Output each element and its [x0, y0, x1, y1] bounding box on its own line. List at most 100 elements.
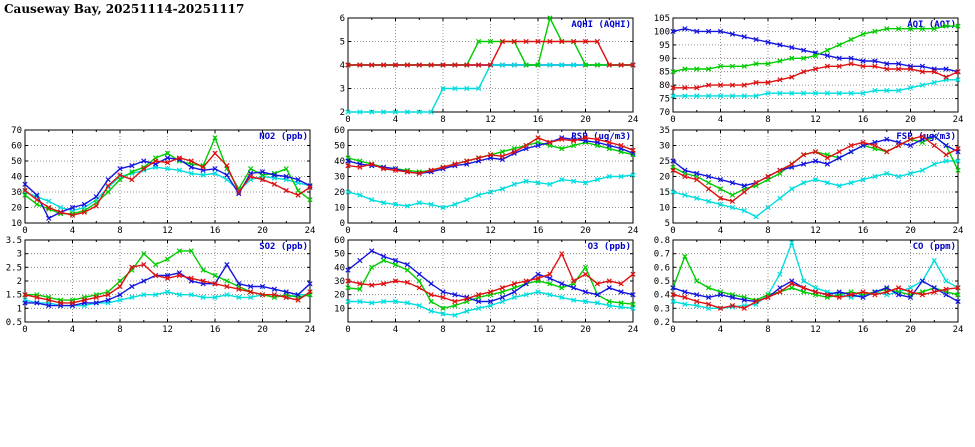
- svg-text:8: 8: [765, 325, 770, 335]
- svg-text:24: 24: [305, 325, 316, 335]
- svg-text:20: 20: [257, 325, 268, 335]
- svg-text:16: 16: [858, 325, 869, 335]
- svg-text:12: 12: [485, 115, 496, 125]
- svg-text:10: 10: [11, 219, 22, 229]
- chart-aqhi: 2 3 4 5 6 0 4 8 12 16 20 24 AQHI (AQHI): [340, 14, 639, 125]
- svg-text:20: 20: [580, 226, 591, 236]
- svg-text:40: 40: [334, 263, 345, 273]
- svg-text:10: 10: [334, 304, 345, 314]
- svg-text:16: 16: [210, 226, 221, 236]
- svg-text:6: 6: [340, 14, 345, 24]
- chart-rsp: 0 10 20 30 40 50 60 0 4 8 12 16 20 24 RSP (ug/m3): [334, 126, 639, 236]
- chart-o3: 10 20 30 40 50 60 0 4 8 12 16 20 24 O3 (ppb): [334, 236, 639, 335]
- chart-fsp: 5 10 15 20 25 30 35 0 4 8 12 16 20 24 FSP (ug/m3): [659, 126, 963, 236]
- svg-text:0: 0: [22, 226, 27, 236]
- svg-text:100: 100: [654, 27, 670, 37]
- svg-text:4: 4: [393, 115, 398, 125]
- svg-text:2.5: 2.5: [6, 263, 22, 273]
- svg-text:25: 25: [659, 157, 670, 167]
- svg-text:60: 60: [334, 236, 345, 246]
- svg-text:FSP (ug/m3): FSP (ug/m3): [896, 132, 956, 142]
- svg-text:10: 10: [334, 204, 345, 214]
- svg-text:40: 40: [11, 173, 22, 183]
- svg-text:8: 8: [765, 226, 770, 236]
- svg-text:O3 (ppb): O3 (ppb): [588, 242, 631, 252]
- svg-text:0.2: 0.2: [654, 318, 670, 328]
- svg-text:15: 15: [659, 188, 670, 198]
- svg-text:1.5: 1.5: [6, 291, 22, 301]
- svg-text:60: 60: [334, 126, 345, 136]
- svg-text:8: 8: [440, 115, 445, 125]
- svg-text:20: 20: [905, 226, 916, 236]
- svg-text:12: 12: [162, 226, 173, 236]
- svg-text:24: 24: [628, 226, 639, 236]
- svg-text:4: 4: [718, 325, 723, 335]
- svg-text:0: 0: [345, 115, 350, 125]
- svg-text:80: 80: [659, 81, 670, 91]
- svg-text:24: 24: [953, 325, 964, 335]
- svg-text:8: 8: [440, 325, 445, 335]
- svg-text:CO (ppm): CO (ppm): [913, 242, 956, 252]
- svg-text:SO2 (ppb): SO2 (ppb): [259, 242, 308, 252]
- page-title: Causeway Bay, 20251114-20251117: [4, 2, 245, 16]
- svg-text:8: 8: [117, 226, 122, 236]
- svg-text:NO2 (ppb): NO2 (ppb): [259, 132, 308, 142]
- svg-text:2: 2: [340, 108, 345, 118]
- svg-text:RSP (ug/m3): RSP (ug/m3): [571, 132, 631, 142]
- svg-text:20: 20: [905, 325, 916, 335]
- svg-text:20: 20: [11, 204, 22, 214]
- svg-text:0.4: 0.4: [654, 291, 670, 301]
- svg-text:3.5: 3.5: [6, 236, 22, 246]
- svg-text:40: 40: [334, 157, 345, 167]
- svg-text:AQHI (AQHI): AQHI (AQHI): [571, 20, 631, 30]
- svg-text:16: 16: [210, 325, 221, 335]
- svg-text:0: 0: [22, 325, 27, 335]
- chart-aqi: 70 75 80 85 90 95 100 105 0 4 8 12 16 20 24 AQI (AQI): [654, 14, 964, 125]
- svg-text:0: 0: [670, 115, 675, 125]
- svg-text:12: 12: [810, 325, 821, 335]
- svg-text:0: 0: [345, 226, 350, 236]
- svg-text:20: 20: [334, 188, 345, 198]
- svg-text:20: 20: [580, 325, 591, 335]
- svg-text:12: 12: [485, 226, 496, 236]
- svg-text:3: 3: [17, 250, 22, 260]
- svg-text:16: 16: [533, 325, 544, 335]
- svg-text:5: 5: [665, 219, 670, 229]
- svg-text:24: 24: [628, 325, 639, 335]
- svg-text:70: 70: [659, 108, 670, 118]
- svg-text:16: 16: [533, 226, 544, 236]
- svg-text:4: 4: [718, 226, 723, 236]
- svg-text:95: 95: [659, 41, 670, 51]
- svg-text:20: 20: [257, 226, 268, 236]
- svg-text:50: 50: [334, 250, 345, 260]
- svg-text:0.6: 0.6: [654, 263, 670, 273]
- svg-text:0: 0: [670, 226, 675, 236]
- svg-text:50: 50: [334, 142, 345, 152]
- svg-text:20: 20: [659, 173, 670, 183]
- svg-text:0.8: 0.8: [654, 236, 670, 246]
- svg-text:12: 12: [810, 115, 821, 125]
- chart-co: 0.2 0.3 0.4 0.5 0.6 0.7 0.8 0 4 8 12 16 20 24 CO (ppm): [654, 236, 964, 335]
- svg-text:AQI (AQI): AQI (AQI): [907, 20, 956, 30]
- svg-text:12: 12: [485, 325, 496, 335]
- svg-text:75: 75: [659, 95, 670, 105]
- svg-text:0.7: 0.7: [654, 250, 670, 260]
- svg-text:4: 4: [340, 61, 345, 71]
- svg-text:24: 24: [305, 226, 316, 236]
- svg-text:8: 8: [440, 226, 445, 236]
- svg-text:90: 90: [659, 54, 670, 64]
- svg-text:16: 16: [858, 226, 869, 236]
- svg-text:0.5: 0.5: [6, 318, 22, 328]
- svg-text:20: 20: [905, 115, 916, 125]
- svg-text:10: 10: [659, 204, 670, 214]
- svg-text:16: 16: [533, 115, 544, 125]
- svg-text:4: 4: [70, 325, 75, 335]
- svg-text:30: 30: [334, 277, 345, 287]
- svg-text:60: 60: [11, 142, 22, 152]
- svg-text:0: 0: [670, 325, 675, 335]
- svg-text:1: 1: [17, 304, 22, 314]
- svg-text:4: 4: [70, 226, 75, 236]
- svg-text:24: 24: [628, 115, 639, 125]
- chart-no2: 10 20 30 40 50 60 70 0 4 8 12 16 20 24 NO2 (ppb): [11, 126, 316, 236]
- svg-text:105: 105: [654, 14, 670, 24]
